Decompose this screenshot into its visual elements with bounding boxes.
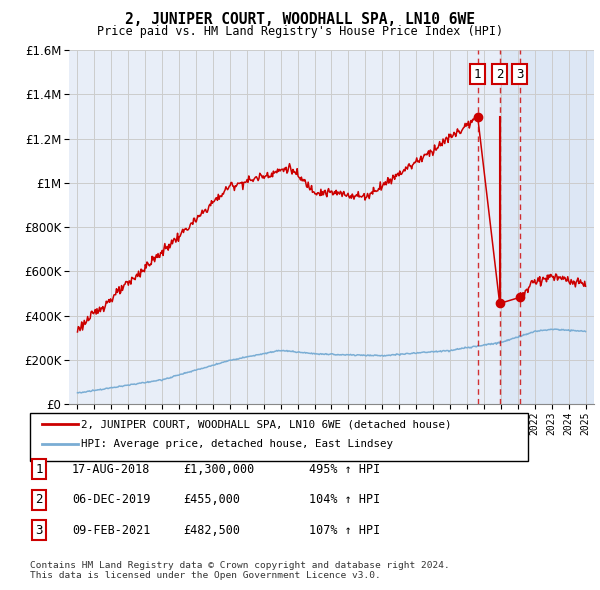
Text: 17-AUG-2018: 17-AUG-2018	[72, 463, 151, 476]
Text: 1: 1	[35, 463, 43, 476]
Text: Contains HM Land Registry data © Crown copyright and database right 2024.
This d: Contains HM Land Registry data © Crown c…	[30, 560, 450, 580]
Text: 107% ↑ HPI: 107% ↑ HPI	[309, 524, 380, 537]
Text: 2: 2	[496, 68, 503, 81]
Text: 1: 1	[474, 68, 481, 81]
Text: 2: 2	[35, 493, 43, 506]
Text: £455,000: £455,000	[183, 493, 240, 506]
Text: 2, JUNIPER COURT, WOODHALL SPA, LN10 6WE (detached house): 2, JUNIPER COURT, WOODHALL SPA, LN10 6WE…	[81, 419, 452, 429]
Text: 104% ↑ HPI: 104% ↑ HPI	[309, 493, 380, 506]
Text: Price paid vs. HM Land Registry's House Price Index (HPI): Price paid vs. HM Land Registry's House …	[97, 25, 503, 38]
Text: HPI: Average price, detached house, East Lindsey: HPI: Average price, detached house, East…	[81, 440, 393, 449]
Text: 2, JUNIPER COURT, WOODHALL SPA, LN10 6WE: 2, JUNIPER COURT, WOODHALL SPA, LN10 6WE	[125, 12, 475, 27]
Text: 495% ↑ HPI: 495% ↑ HPI	[309, 463, 380, 476]
Text: £1,300,000: £1,300,000	[183, 463, 254, 476]
Text: £482,500: £482,500	[183, 524, 240, 537]
Text: 3: 3	[35, 524, 43, 537]
Text: 3: 3	[516, 68, 523, 81]
Bar	[500, 50, 594, 404]
Text: 06-DEC-2019: 06-DEC-2019	[72, 493, 151, 506]
Text: 09-FEB-2021: 09-FEB-2021	[72, 524, 151, 537]
